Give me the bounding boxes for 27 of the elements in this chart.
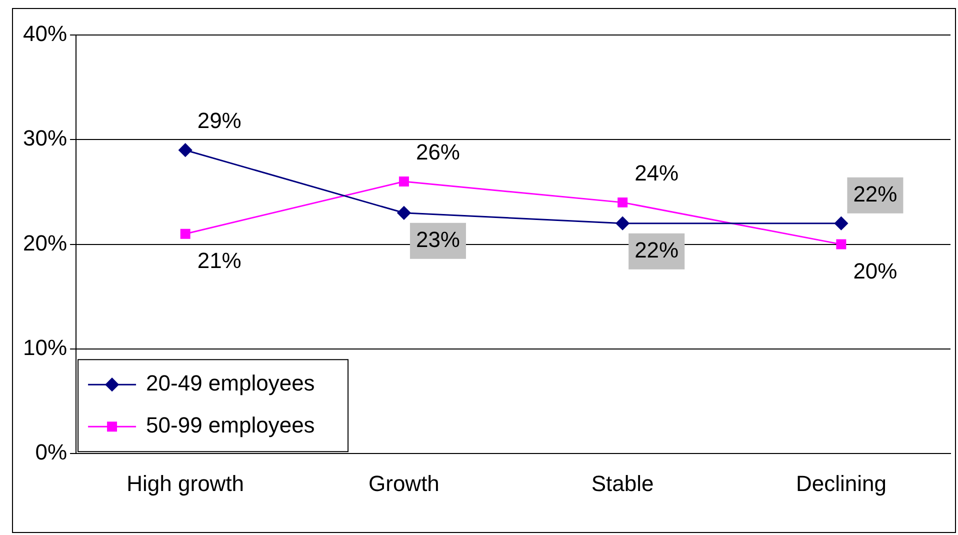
point — [397, 206, 411, 220]
y-tick-label: 10% — [22, 335, 68, 360]
point — [618, 197, 628, 208]
x-tick-label: Stable — [591, 470, 654, 496]
y-tick-label: 40% — [22, 21, 68, 46]
data-label: 22% — [634, 237, 679, 262]
data-label: 26% — [416, 140, 460, 165]
point — [178, 143, 192, 157]
x-tick-label: Growth — [368, 470, 440, 496]
x-tick-label: High growth — [126, 470, 244, 496]
data-label: 29% — [197, 108, 242, 134]
data-label: 24% — [634, 160, 679, 186]
point — [616, 216, 630, 230]
data-label: 20% — [853, 258, 898, 284]
point — [398, 176, 409, 187]
y-tick-label: 30% — [22, 126, 68, 151]
data-label: 23% — [416, 226, 460, 252]
data-label: 21% — [197, 248, 242, 273]
point — [834, 216, 848, 230]
x-tick-label: Declining — [796, 470, 886, 496]
point — [836, 239, 846, 250]
data-label: 22% — [853, 181, 898, 206]
legend-label: 50-99 employees — [146, 412, 315, 438]
point — [180, 228, 190, 239]
legend-label: 20-49 employees — [146, 370, 315, 396]
y-tick-label: 20% — [22, 230, 68, 256]
y-tick-label: 0% — [35, 440, 68, 465]
